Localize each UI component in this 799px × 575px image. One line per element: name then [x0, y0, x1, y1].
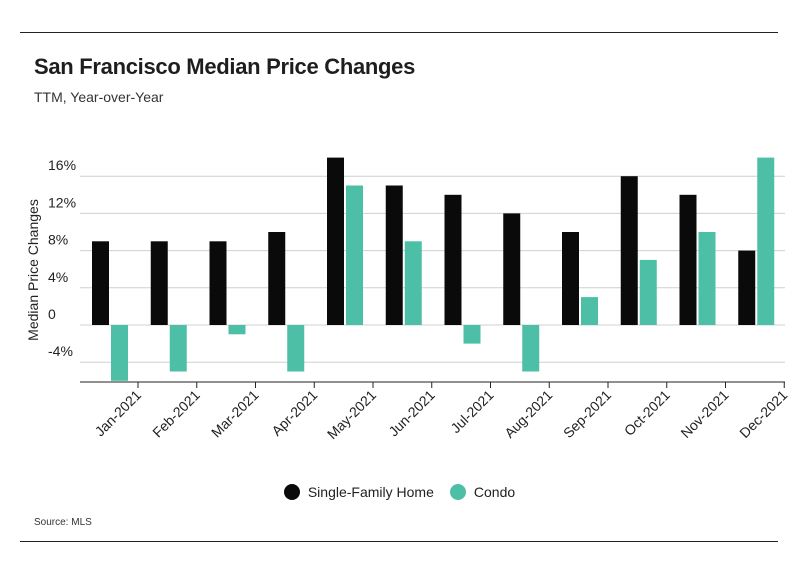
legend-label-single-family: Single-Family Home	[307, 484, 434, 500]
bar-single-family	[327, 157, 344, 325]
x-tick-label: Feb-2021	[149, 387, 203, 441]
y-tick-label: 0	[48, 306, 56, 322]
top-rule	[20, 32, 778, 33]
bar-condo	[287, 325, 305, 372]
bar-single-family	[679, 194, 697, 325]
y-tick-label: 4%	[48, 269, 68, 285]
chart-subtitle: TTM, Year-over-Year	[34, 89, 164, 105]
x-tick-label: Jan-2021	[92, 387, 145, 440]
bar-single-family	[92, 241, 109, 325]
bar-single-family	[444, 194, 462, 325]
chart-title: San Francisco Median Price Changes	[34, 54, 416, 79]
y-tick-label: 12%	[48, 194, 76, 210]
x-tick-label: Apr-2021	[268, 387, 320, 439]
bar-condo	[111, 325, 128, 381]
bar-single-family	[268, 232, 286, 325]
x-tick-label: Aug-2021	[501, 387, 555, 441]
legend-swatch-single-family	[283, 484, 300, 500]
bar-condo	[698, 232, 716, 325]
x-tick-label: Jul-2021	[447, 387, 496, 436]
bar-condo	[404, 241, 422, 325]
y-axis-label: Median Price Changes	[25, 199, 41, 341]
x-tick-label: Oct-2021	[621, 387, 673, 439]
bottom-rule	[20, 541, 778, 542]
bar-condo	[169, 325, 187, 372]
legend: Single-Family Home Condo	[0, 484, 799, 500]
x-tick-label: Nov-2021	[677, 387, 731, 441]
bar-condo	[581, 297, 598, 325]
source-note: Source: MLS	[34, 517, 92, 528]
bar-condo	[522, 325, 540, 372]
x-tick-label: Dec-2021	[736, 387, 790, 441]
legend-label-condo: Condo	[473, 484, 516, 500]
bar-condo	[757, 157, 775, 325]
bar-single-family	[738, 250, 756, 325]
bar-condo	[463, 325, 481, 344]
x-tick-label: May-2021	[324, 387, 379, 442]
bar-chart: -4% 0 4% 8% 12% 16% Median Price Changes Jan-20…	[25, 157, 791, 442]
legend-item-single-family: Single-Family Home	[283, 484, 434, 500]
y-tick-label: 8%	[48, 232, 68, 248]
bar-single-family	[209, 241, 227, 325]
x-tick-label: Mar-2021	[208, 387, 262, 441]
bar-single-family	[620, 176, 638, 325]
bar-single-family	[503, 213, 521, 325]
x-tick-label: Jun-2021	[385, 387, 438, 440]
y-tick-label: -4%	[48, 343, 73, 359]
bar-single-family	[385, 185, 403, 325]
bar-single-family	[150, 241, 168, 325]
y-tick-label: 16%	[48, 157, 76, 173]
bar-condo	[228, 325, 246, 335]
x-tick-label: Sep-2021	[560, 387, 614, 441]
bar-condo	[639, 259, 657, 325]
legend-swatch-condo	[449, 484, 466, 500]
legend-item-condo: Condo	[449, 484, 516, 500]
bar-condo	[346, 185, 363, 325]
bar-single-family	[562, 232, 579, 325]
